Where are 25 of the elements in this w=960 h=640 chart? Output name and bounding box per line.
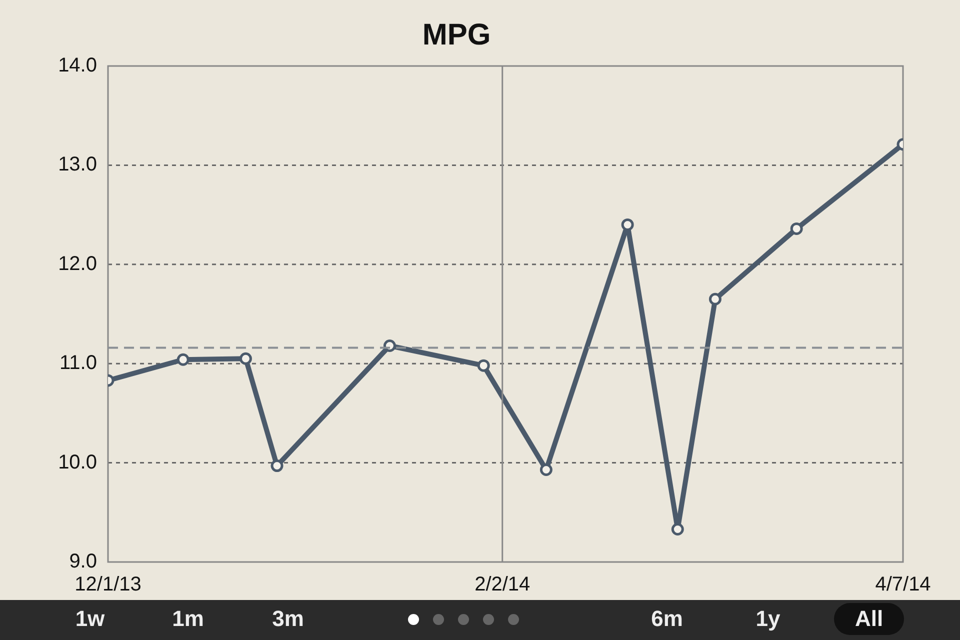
text: 1m (171, 606, 205, 632)
point (239, 352, 252, 365)
point (540, 463, 552, 476)
y-tick-label: 10.0 (58, 451, 97, 474)
point (790, 222, 803, 235)
point (176, 353, 190, 366)
x-tick-label: 12/1/13 (74, 574, 142, 596)
x-tick-label: 2/2/14 (474, 574, 530, 596)
point (671, 523, 684, 536)
point (621, 218, 634, 231)
chart-title: MPG (422, 18, 491, 52)
text: 6m (650, 606, 684, 632)
text: 3m (271, 606, 305, 632)
y-tick-label: 13.0 (58, 154, 97, 176)
text: All (834, 603, 904, 635)
x-tick-label: 4/7/14 (875, 574, 931, 596)
point (708, 292, 722, 306)
y-tick-label: 9.0 (69, 550, 97, 573)
text: 1w (74, 606, 106, 632)
point (270, 460, 284, 472)
y-tick-label: 14.0 (58, 54, 97, 77)
point (477, 359, 490, 372)
y-tick-label: 12.0 (58, 252, 97, 275)
y-tick-label: 11.0 (60, 352, 97, 374)
text: 1y (754, 606, 782, 632)
